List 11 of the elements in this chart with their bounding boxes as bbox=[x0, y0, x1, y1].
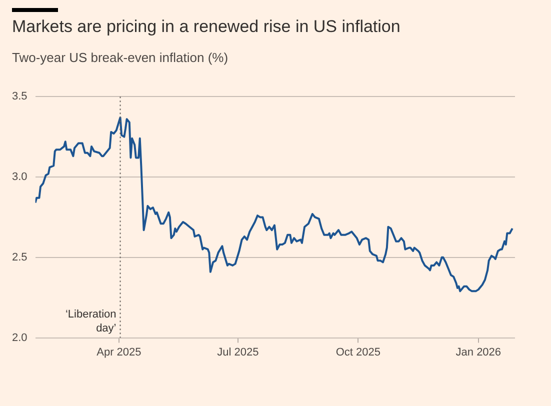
y-tick-label: 3.0 bbox=[12, 171, 28, 184]
x-tick-label: Jul 2025 bbox=[217, 346, 259, 358]
x-tick-label: Oct 2025 bbox=[336, 346, 380, 358]
chart-title: Markets are pricing in a renewed rise in US inflation bbox=[12, 17, 400, 37]
x-tick-label: Jan 2026 bbox=[456, 346, 502, 358]
y-tick-label: 2.5 bbox=[12, 251, 28, 264]
x-tick-label: Apr 2025 bbox=[96, 346, 142, 358]
ref-line-label: ‘Liberation day’ bbox=[65, 308, 116, 334]
chart-subtitle: Two-year US break-even inflation (%) bbox=[12, 50, 228, 65]
y-tick-label: 2.0 bbox=[12, 332, 28, 344]
y-tick-label: 3.5 bbox=[12, 90, 28, 103]
